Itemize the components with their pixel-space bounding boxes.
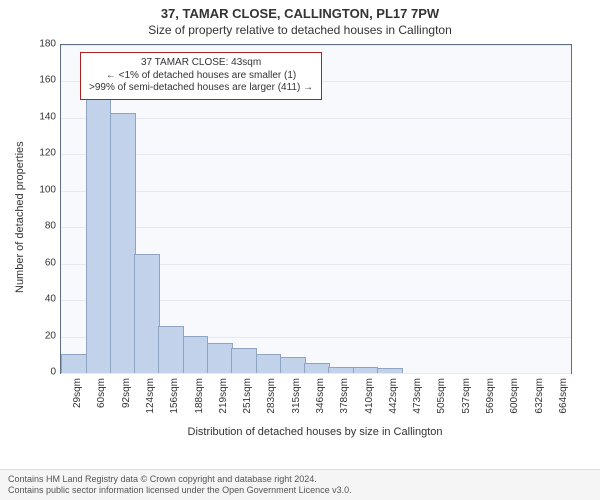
chart-container: 37, TAMAR CLOSE, CALLINGTON, PL17 7PW Si… [0,0,600,500]
footer-line1: Contains HM Land Registry data © Crown c… [8,474,592,485]
xtick-label: 600sqm [509,378,520,422]
xtick-label: 29sqm [72,378,83,422]
xtick-label: 378sqm [339,378,350,422]
bar [86,99,112,373]
x-axis-label: Distribution of detached houses by size … [60,426,570,438]
xtick-label: 537sqm [461,378,472,422]
bar [328,367,354,373]
bar [304,363,330,373]
bar [61,354,87,373]
ytick-label: 60 [0,257,56,268]
ytick-label: 100 [0,184,56,195]
xtick-label: 315sqm [291,378,302,422]
footer-line2: Contains public sector information licen… [8,485,592,496]
grid-line [61,373,571,374]
grid-line [61,154,571,155]
bar [231,348,257,373]
bar [183,336,209,373]
ytick-label: 180 [0,39,56,50]
grid-line [61,227,571,228]
bar [280,357,306,373]
ytick-label: 40 [0,294,56,305]
bar [110,113,136,373]
xtick-label: 188sqm [194,378,205,422]
ytick-label: 160 [0,75,56,86]
grid-line [61,118,571,119]
xtick-label: 569sqm [485,378,496,422]
xtick-label: 124sqm [145,378,156,422]
xtick-label: 505sqm [436,378,447,422]
chart-subtitle: Size of property relative to detached ho… [0,21,600,37]
bar [134,254,160,373]
bar [377,368,403,373]
bar [158,326,184,373]
grid-line [61,191,571,192]
grid-line [61,45,571,46]
annotation-line2: ← <1% of detached houses are smaller (1) [89,70,313,83]
xtick-label: 473sqm [412,378,423,422]
ytick-label: 80 [0,221,56,232]
chart-title: 37, TAMAR CLOSE, CALLINGTON, PL17 7PW [0,0,600,21]
xtick-label: 442sqm [388,378,399,422]
y-axis-label: Number of detached properties [14,141,26,293]
xtick-label: 410sqm [364,378,375,422]
xtick-label: 219sqm [218,378,229,422]
ytick-label: 0 [0,367,56,378]
ytick-label: 120 [0,148,56,159]
bar [256,354,282,373]
bar [207,343,233,373]
xtick-label: 664sqm [558,378,569,422]
xtick-label: 632sqm [534,378,545,422]
xtick-label: 251sqm [242,378,253,422]
xtick-label: 60sqm [96,378,107,422]
footer: Contains HM Land Registry data © Crown c… [0,469,600,500]
bar [353,367,379,373]
ytick-label: 140 [0,111,56,122]
xtick-label: 346sqm [315,378,326,422]
xtick-label: 92sqm [121,378,132,422]
annotation-line1: 37 TAMAR CLOSE: 43sqm [89,57,313,70]
annotation-box: 37 TAMAR CLOSE: 43sqm ← <1% of detached … [80,52,322,100]
xtick-label: 283sqm [266,378,277,422]
xtick-label: 156sqm [169,378,180,422]
annotation-line3: >99% of semi-detached houses are larger … [89,82,313,95]
ytick-label: 20 [0,330,56,341]
